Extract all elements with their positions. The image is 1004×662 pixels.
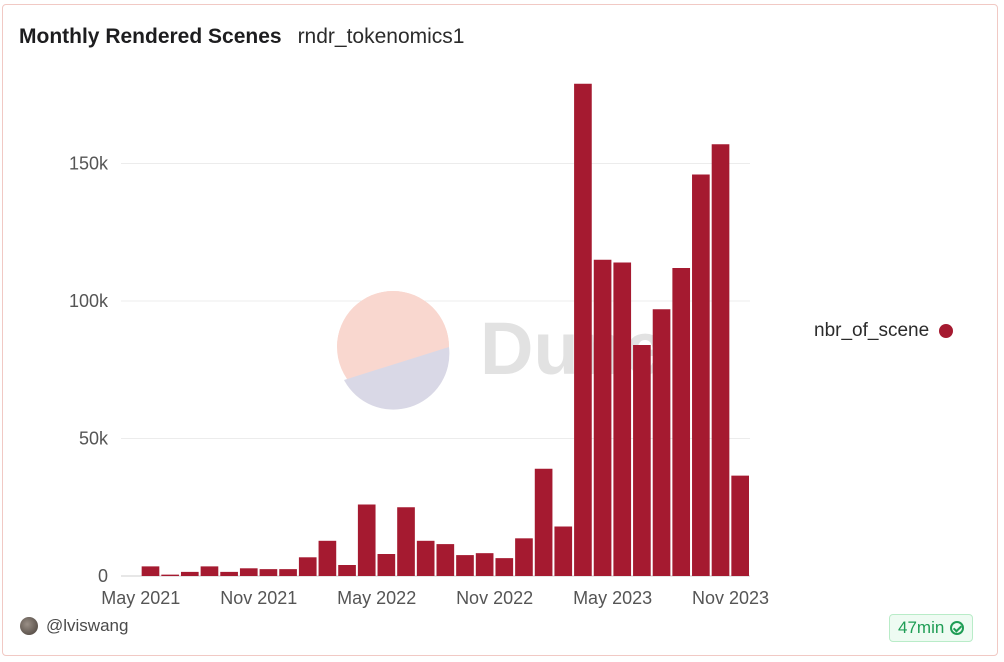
author[interactable]: @lviswang xyxy=(20,616,128,636)
chart-header: Monthly Rendered Scenes rndr_tokenomics1 xyxy=(19,25,464,49)
bar-2021-11[interactable] xyxy=(239,568,258,576)
bar-2022-09[interactable] xyxy=(436,544,455,576)
bar-2023-05[interactable] xyxy=(593,259,612,576)
bar-2021-07[interactable] xyxy=(161,574,179,577)
avatar xyxy=(20,617,38,635)
bar-2022-01[interactable] xyxy=(279,569,297,577)
bar-2022-08[interactable] xyxy=(416,540,435,576)
bar-2021-08[interactable] xyxy=(180,571,199,577)
bar-2023-11[interactable] xyxy=(711,144,730,576)
bar-2021-09[interactable] xyxy=(200,566,219,577)
legend-dot xyxy=(939,324,954,338)
bar-2023-03[interactable] xyxy=(554,526,573,577)
watermark-logo-bottom xyxy=(344,347,450,410)
bar-2021-10[interactable] xyxy=(220,571,238,577)
dune-watermark: Dune xyxy=(337,291,665,410)
author-username: @lviswang xyxy=(46,616,129,635)
bar-2022-02[interactable] xyxy=(298,557,317,576)
bar-2022-07[interactable] xyxy=(397,507,415,576)
bar-2023-06[interactable] xyxy=(613,262,632,577)
bar-2022-11[interactable] xyxy=(475,553,494,576)
refresh-time: 47min xyxy=(898,618,945,637)
bar-2023-09[interactable] xyxy=(672,268,691,576)
y-tick-label: 0 xyxy=(98,566,108,586)
x-tick-label: May 2021 xyxy=(101,588,180,608)
bar-2023-04[interactable] xyxy=(574,83,592,576)
y-tick-label: 100k xyxy=(69,291,109,311)
legend[interactable]: nbr_of_scene xyxy=(814,320,954,342)
x-tick-label: May 2022 xyxy=(337,588,416,608)
y-tick-label: 50k xyxy=(79,429,109,449)
bar-2022-05[interactable] xyxy=(357,504,376,577)
bar-2023-01[interactable] xyxy=(515,538,533,576)
bar-2021-12[interactable] xyxy=(259,569,278,577)
x-tick-label: Nov 2021 xyxy=(220,588,297,608)
bar-2023-08[interactable] xyxy=(652,309,671,576)
x-tick-label: Nov 2023 xyxy=(692,588,769,608)
bar-2022-06[interactable] xyxy=(377,554,396,576)
bar-2022-03[interactable] xyxy=(318,540,337,576)
check-circle-icon xyxy=(950,621,965,635)
bar-2023-02[interactable] xyxy=(534,468,553,576)
query-name-link[interactable]: rndr_tokenomics1 xyxy=(297,25,465,48)
y-tick-label: 150k xyxy=(69,154,109,174)
chart-title: Monthly Rendered Scenes xyxy=(19,25,282,48)
bar-2021-06[interactable] xyxy=(141,566,160,577)
legend-label: nbr_of_scene xyxy=(814,320,930,341)
chart-card: Monthly Rendered Scenes rndr_tokenomics1 xyxy=(2,4,998,656)
bar-2022-04[interactable] xyxy=(338,565,356,576)
bar-2023-07[interactable] xyxy=(633,345,651,576)
bar-2022-12[interactable] xyxy=(495,558,514,577)
bar-2023-10[interactable] xyxy=(692,174,710,577)
bar-2022-10[interactable] xyxy=(456,555,474,576)
x-tick-label: Nov 2022 xyxy=(456,588,533,608)
x-tick-label: May 2023 xyxy=(573,588,652,608)
bar-2023-12[interactable] xyxy=(731,475,749,577)
refresh-badge[interactable]: 47min xyxy=(889,614,974,642)
